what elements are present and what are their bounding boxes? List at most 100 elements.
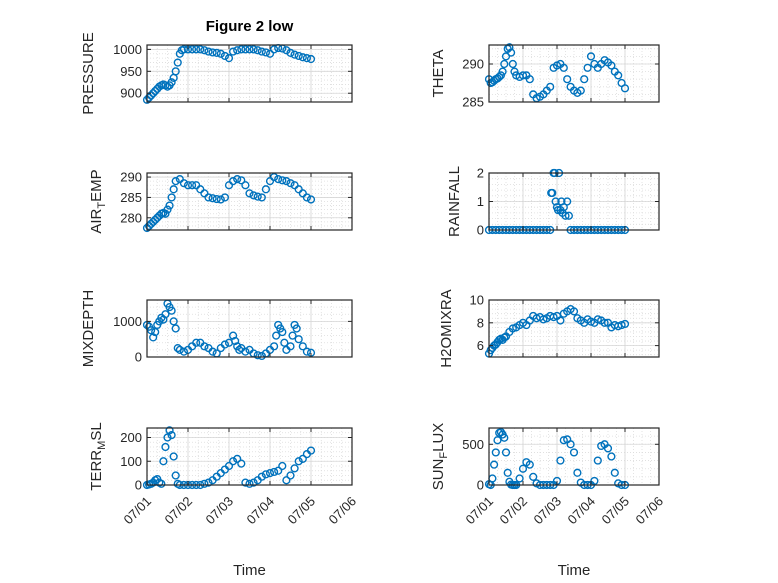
data-point: [253, 192, 262, 201]
data-point: [147, 326, 156, 335]
axes-box: [146, 427, 353, 486]
x-tick-label: 07/01: [463, 494, 497, 528]
data-point: [500, 433, 509, 442]
data-point: [241, 181, 250, 190]
data-point: [294, 185, 303, 194]
data-point: [564, 211, 574, 220]
data-point: [183, 181, 193, 190]
data-point: [192, 45, 201, 54]
subplot-7: 0 100 200 07/01 07/02 07/03 07/04 07/05 07/06 Tim…: [88, 422, 359, 579]
x-tick-label: 07/05: [599, 494, 633, 528]
y-tick-label: 0: [135, 350, 142, 365]
data-point: [607, 61, 616, 70]
data-point: [212, 194, 221, 204]
data-point: [507, 48, 516, 57]
data-point: [510, 67, 519, 76]
y-tick-label: 285: [462, 95, 484, 110]
data-point: [493, 436, 502, 445]
data-point: [556, 456, 565, 465]
data-point: [171, 324, 180, 333]
data-point: [569, 448, 579, 457]
data-point: [144, 221, 154, 231]
data-point: [179, 45, 189, 54]
data-point: [610, 468, 619, 477]
subplot-8: 0 500 07/01 07/02 07/03 07/04 07/05 07/06 Time SU…: [430, 423, 666, 579]
data-point: [298, 53, 307, 62]
subplot-6: 6 8 10 H2OMIXRA: [438, 289, 660, 368]
x-tick-label: 07/02: [162, 494, 196, 528]
data-point: [559, 436, 568, 445]
y-tick-label: 500: [462, 437, 484, 452]
data-point: [294, 335, 303, 344]
data-point: [573, 468, 582, 477]
data-point: [220, 193, 230, 202]
data-point: [229, 177, 238, 186]
data-point: [306, 446, 316, 455]
data-point: [149, 217, 158, 226]
data-point: [175, 175, 184, 184]
data-point: [241, 478, 250, 487]
data-point: [204, 478, 213, 487]
y-tick-label: 1: [477, 194, 484, 209]
data-point: [249, 191, 258, 200]
data-point: [144, 93, 154, 102]
axes-box: [146, 299, 353, 358]
x-tick-label: 07/01: [121, 494, 155, 528]
data-point: [302, 193, 312, 202]
data-point: [282, 177, 291, 186]
data-point: [204, 193, 213, 202]
data-point: [253, 351, 262, 360]
data-point: [167, 306, 176, 315]
data-point: [501, 52, 511, 61]
x-axis-label: Time: [558, 562, 591, 579]
data-point: [169, 185, 178, 194]
y-tick-label: 6: [477, 338, 484, 353]
data-point: [249, 45, 258, 54]
x-tick-label: 07/02: [497, 494, 531, 528]
data-point: [167, 193, 176, 202]
data-point: [151, 327, 160, 337]
data-point: [153, 213, 162, 222]
data-point: [196, 185, 205, 194]
data-point: [529, 472, 538, 481]
y-axis-label: MIXDEPTH: [80, 290, 97, 368]
data-point: [265, 177, 275, 186]
data-point: [495, 335, 504, 345]
data-point: [224, 54, 234, 63]
y-tick-label: 2: [477, 166, 484, 181]
data-point: [147, 91, 156, 100]
data-point: [231, 336, 240, 346]
y-axis-label: THETA: [430, 49, 447, 97]
y-tick-label: 1000: [113, 42, 142, 57]
data-point: [165, 201, 174, 210]
data-point: [563, 75, 572, 84]
data-point: [286, 179, 295, 188]
subplot-5: 0 1000 MIXDEPTH: [80, 290, 353, 368]
data-point: [151, 215, 160, 224]
series-markers: [142, 172, 316, 233]
data-point: [245, 189, 254, 198]
data-point: [169, 452, 178, 461]
y-tick-label: 290: [462, 57, 484, 72]
y-axis-label: AIRTEMP: [88, 169, 108, 233]
data-point: [593, 456, 602, 465]
data-point: [179, 347, 189, 356]
data-point: [245, 45, 254, 54]
data-point: [546, 82, 555, 91]
subplot-3: 280 285 290 AIRTEMP: [88, 169, 353, 234]
data-point: [171, 471, 180, 480]
axes-box: [146, 172, 353, 231]
data-point: [282, 476, 291, 485]
axes-box: [146, 44, 353, 103]
x-tick-label: 07/04: [565, 494, 599, 528]
data-point: [249, 478, 258, 487]
data-point: [290, 464, 299, 473]
y-tick-label: 285: [120, 190, 142, 205]
data-point: [257, 472, 266, 481]
data-point: [237, 45, 246, 54]
data-point: [161, 310, 170, 319]
y-tick-label: 0: [477, 478, 484, 493]
y-axis-label: PRESSURE: [80, 32, 97, 115]
data-point: [551, 197, 560, 206]
data-point: [288, 331, 297, 340]
